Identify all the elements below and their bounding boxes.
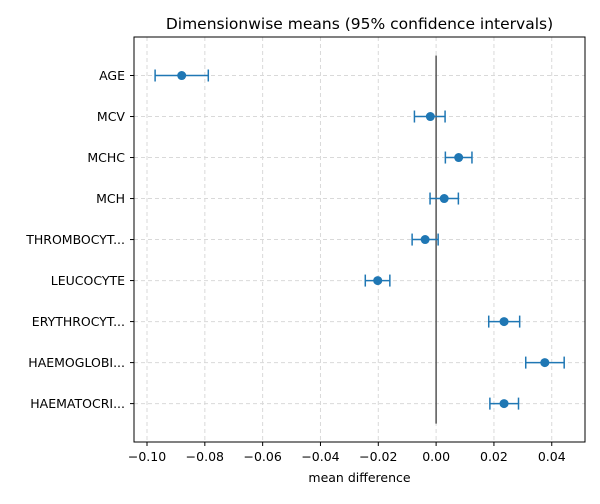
mean-marker [454, 153, 464, 163]
y-tick-label: MCV [97, 109, 126, 124]
mean-marker [177, 71, 187, 81]
mean-marker [499, 399, 509, 409]
errorbar-point-haematocri [489, 397, 520, 410]
y-tick-label: MCH [96, 191, 125, 206]
errorbar-point-erythrocyt [487, 315, 521, 328]
y-tick-label: AGE [99, 68, 125, 83]
mean-marker [425, 112, 435, 122]
axes: −0.10 −0.08 −0.06 −0.04 −0.02 0.00 0.02 0.04 AGE… [25, 36, 586, 464]
x-tick-label: −0.08 [186, 449, 224, 464]
x-tick-label: −0.02 [359, 449, 397, 464]
x-axis-label: mean difference [308, 470, 410, 485]
data-series [154, 69, 565, 410]
grid [134, 37, 585, 442]
y-tick-label: LEUCOCYTE [51, 273, 125, 288]
y-tick-label: MCHC [87, 150, 125, 165]
errorbar-point-haemoglobi [524, 356, 565, 369]
errorbar-point-age [154, 69, 210, 82]
x-tick-label: −0.06 [243, 449, 281, 464]
x-tick-label: 0.00 [422, 449, 450, 464]
mean-marker [540, 358, 550, 368]
mean-marker [420, 235, 430, 245]
errorbar-point-mcv [413, 110, 446, 123]
y-tick-label: THROMBOCYT... [25, 232, 125, 247]
mean-marker [373, 276, 383, 286]
chart-title: Dimensionwise means (95% confidence inte… [166, 15, 553, 33]
x-tick-label: 0.04 [538, 449, 566, 464]
mean-marker [499, 317, 509, 327]
y-tick-label: ERYTHROCYT... [32, 314, 125, 329]
mean-marker [439, 194, 449, 204]
x-tick-label: 0.02 [480, 449, 508, 464]
x-tick-label: −0.04 [301, 449, 339, 464]
y-tick-label: HAEMOGLOBI... [28, 355, 125, 370]
errorbar-point-mchc [444, 151, 473, 164]
x-tick-label: −0.10 [128, 449, 166, 464]
errorbar-point-mch [429, 192, 460, 205]
y-tick-label: HAEMATOCRI... [30, 396, 125, 411]
errorbar-point-leucocyte [364, 274, 391, 287]
errorbar-point-thrombocyt [411, 233, 439, 246]
